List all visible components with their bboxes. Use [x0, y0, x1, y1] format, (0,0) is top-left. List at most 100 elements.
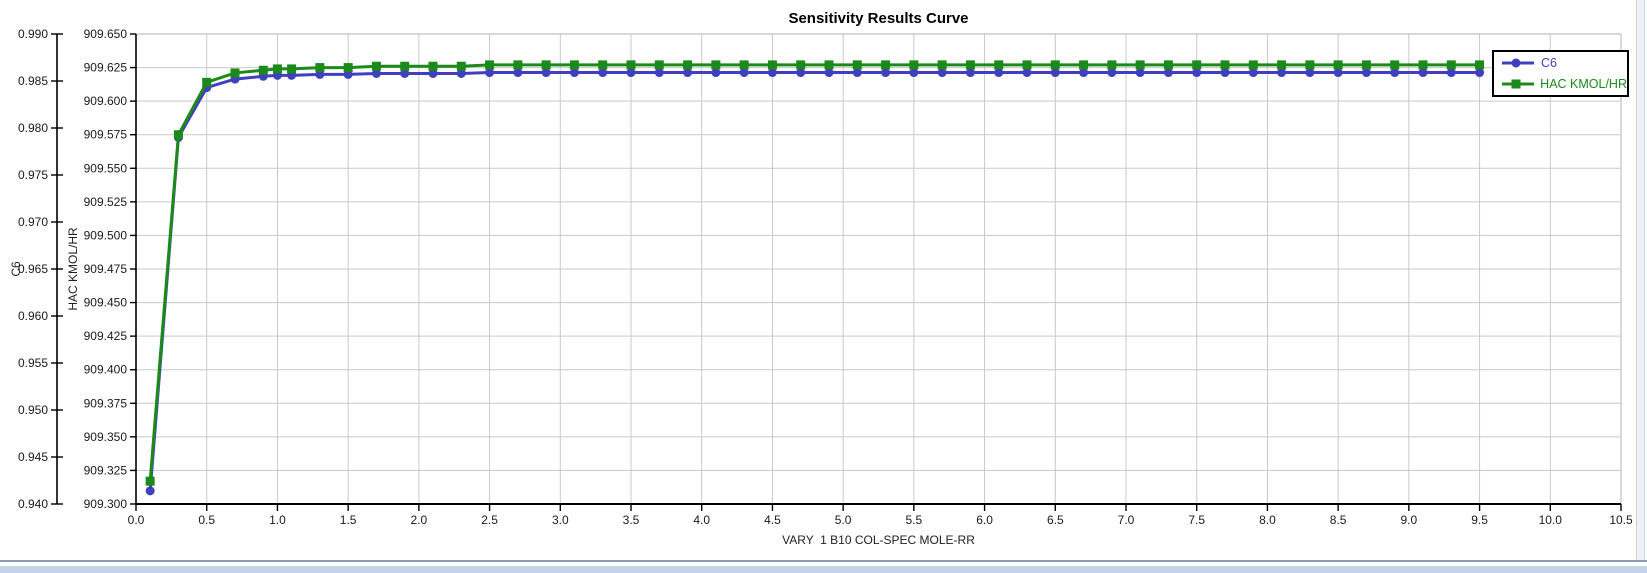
y-tick-label-hac: 909.300 [84, 497, 128, 511]
data-point-c6 [145, 486, 155, 496]
data-point-hac [145, 476, 155, 486]
data-point-hac [767, 60, 777, 70]
data-point-c6 [569, 68, 579, 78]
data-point-hac [1446, 60, 1456, 70]
data-point-hac [909, 60, 919, 70]
data-point-c6 [371, 68, 381, 78]
data-point-c6 [1418, 68, 1428, 78]
data-point-c6 [1050, 68, 1060, 78]
data-point-hac [272, 64, 282, 74]
data-point-c6 [881, 68, 891, 78]
series-line-hac [148, 63, 1482, 483]
data-point-c6 [1361, 68, 1371, 78]
data-point-hac [1475, 60, 1485, 70]
data-point-hac [173, 130, 183, 140]
y-tick-label-c6: 0.965 [18, 262, 48, 276]
legend-entry-c6[interactable]: C6 [1501, 54, 1627, 72]
legend-label-c6: C6 [1541, 56, 1557, 71]
data-point-c6 [1390, 68, 1400, 78]
data-point-hac [287, 64, 297, 74]
data-point-hac [1163, 60, 1173, 70]
y-tick-label-c6: 0.985 [18, 74, 48, 88]
y-tick-label-c6: 0.975 [18, 168, 48, 182]
line-square-marker-icon [1502, 79, 1534, 89]
data-point-hac [1390, 60, 1400, 70]
data-point-c6 [965, 68, 975, 78]
data-point-hac [796, 60, 806, 70]
data-point-hac [598, 60, 608, 70]
data-point-hac [683, 60, 693, 70]
x-tick-label: 7.5 [1188, 513, 1205, 527]
data-point-hac [1022, 60, 1032, 70]
data-point-hac [994, 60, 1004, 70]
x-axis-label: VARY 1 B10 COL-SPEC MOLE-RR [782, 533, 975, 547]
data-point-c6 [852, 68, 862, 78]
series-line-c6 [148, 71, 1482, 493]
data-point-c6 [1192, 68, 1202, 78]
legend[interactable]: C6 HAC KMOL/HR [1492, 50, 1629, 97]
x-tick-label: 1.0 [269, 513, 286, 527]
data-point-hac [1079, 60, 1089, 70]
data-point-hac [513, 60, 523, 70]
x-tick-label: 6.5 [1047, 513, 1064, 527]
data-point-hac [202, 77, 212, 87]
data-point-c6 [1135, 68, 1145, 78]
x-tick-label: 3.0 [552, 513, 569, 527]
data-point-hac [343, 63, 353, 73]
x-tick-label: 6.0 [976, 513, 993, 527]
panel-bottom-edge-strip [0, 566, 1647, 573]
x-tick-label: 10.5 [1609, 513, 1633, 527]
x-tick-label: 8.0 [1259, 513, 1276, 527]
y-tick-label-hac: 909.500 [84, 228, 128, 242]
data-point-c6 [1446, 68, 1456, 78]
data-point-c6 [485, 68, 495, 78]
panel-bottom-divider [0, 560, 1647, 562]
data-point-c6 [711, 68, 721, 78]
data-point-c6 [683, 68, 693, 78]
data-point-c6 [1079, 68, 1089, 78]
data-point-c6 [315, 69, 325, 79]
y-tick-label-hac: 909.525 [84, 195, 128, 209]
y-tick-label-hac: 909.400 [84, 363, 128, 377]
data-point-c6 [343, 69, 353, 79]
y-tick-label-c6: 0.980 [18, 121, 48, 135]
y-tick-label-hac: 909.550 [84, 161, 128, 175]
data-point-hac [965, 60, 975, 70]
y-tick-label-hac: 909.425 [84, 329, 128, 343]
data-point-c6 [456, 68, 466, 78]
data-point-hac [824, 60, 834, 70]
vertical-scrollbar[interactable] [1636, 0, 1645, 560]
data-point-hac [1277, 60, 1287, 70]
data-point-hac [230, 68, 240, 78]
data-point-c6 [400, 68, 410, 78]
x-tick-label: 9.5 [1471, 513, 1488, 527]
data-point-hac [881, 60, 891, 70]
data-point-c6 [598, 68, 608, 78]
y-axis-label-c6: C6 [9, 261, 23, 277]
data-point-hac [1135, 60, 1145, 70]
legend-entry-hac[interactable]: HAC KMOL/HR [1501, 75, 1627, 93]
data-point-c6 [909, 68, 919, 78]
data-point-hac [428, 61, 438, 71]
data-point-c6 [1277, 68, 1287, 78]
data-point-c6 [1163, 68, 1173, 78]
data-point-hac [456, 61, 466, 71]
data-point-hac [711, 60, 721, 70]
y-tick-label-hac: 909.375 [84, 396, 128, 410]
x-tick-label: 4.0 [693, 513, 710, 527]
y-tick-label-c6: 0.940 [18, 497, 48, 511]
data-point-hac [569, 60, 579, 70]
y-tick-label-c6: 0.945 [18, 450, 48, 464]
data-point-hac [1050, 60, 1060, 70]
y-tick-label-hac: 909.625 [84, 61, 128, 75]
data-point-hac [1107, 60, 1117, 70]
data-point-hac [626, 60, 636, 70]
data-point-hac [654, 60, 664, 70]
line-circle-marker-icon [1502, 58, 1534, 68]
data-point-hac [1333, 60, 1343, 70]
data-point-hac [541, 60, 551, 70]
data-point-hac [1220, 60, 1230, 70]
data-point-hac [485, 60, 495, 70]
